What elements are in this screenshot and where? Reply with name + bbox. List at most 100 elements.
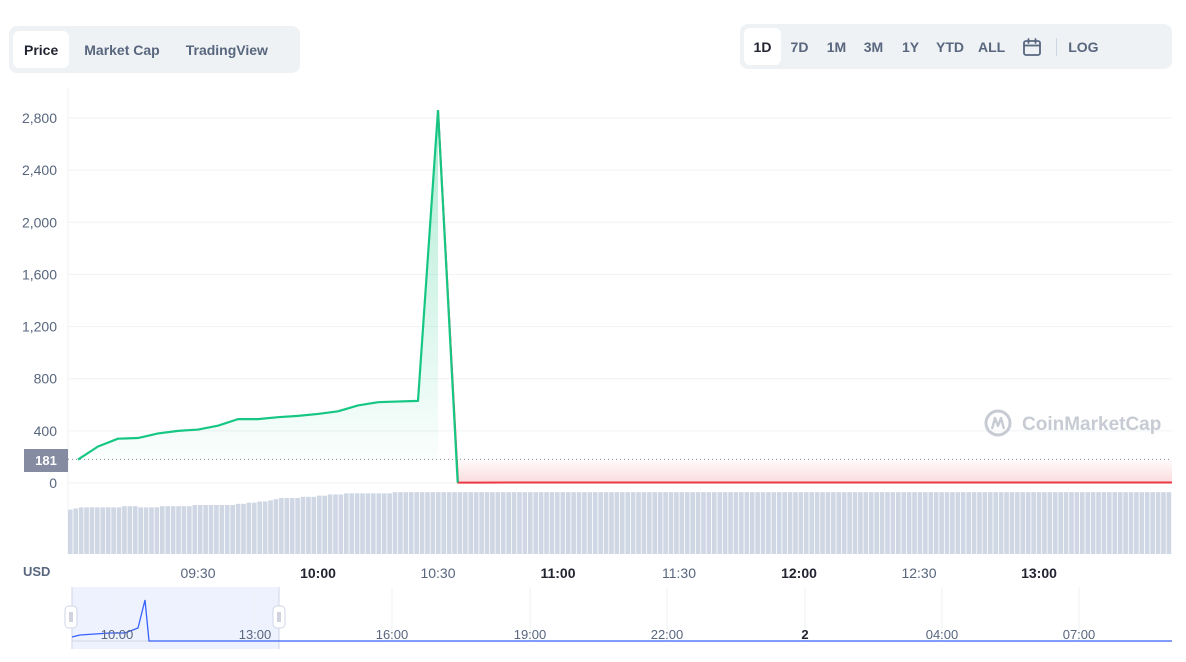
x-tick-label: 10:00: [300, 565, 336, 581]
volume-bar: [306, 496, 311, 554]
tab-market-cap[interactable]: Market Cap: [84, 41, 160, 58]
volume-bar: [73, 508, 79, 554]
volume-bar: [917, 492, 923, 554]
volume-bar: [143, 507, 149, 554]
range-navigator[interactable]: 10:00 13:00 16:00 19:00 22:00 2 04:00 07:00: [64, 587, 1172, 649]
volume-bar: [966, 492, 971, 554]
log-scale-toggle[interactable]: LOG: [1068, 38, 1099, 55]
range-1m-button[interactable]: 1M: [826, 38, 847, 55]
volume-bar: [100, 507, 106, 554]
volume-bar: [1085, 492, 1091, 554]
range-all-button[interactable]: ALL: [978, 38, 1006, 55]
volume-bar: [744, 492, 750, 554]
calendar-button[interactable]: [1012, 28, 1052, 65]
volume-bar: [241, 503, 246, 554]
volume-bar: [170, 506, 176, 554]
volume-bar: [928, 492, 934, 554]
volume-bar: [1096, 492, 1101, 554]
volume-bar: [641, 492, 647, 554]
volume-bar: [885, 492, 890, 554]
volume-bar: [614, 492, 620, 554]
tab-tradingview[interactable]: TradingView: [185, 41, 268, 58]
volume-bar: [1139, 492, 1145, 554]
tab-price[interactable]: Price: [13, 31, 70, 68]
volume-bar: [630, 492, 636, 554]
volume-bar: [852, 492, 858, 554]
volume-bar: [116, 507, 122, 554]
volume-bar: [933, 492, 939, 554]
navigator-tick-label: 04:00: [926, 627, 959, 642]
volume-bar: [398, 492, 403, 554]
navigator-selection[interactable]: [72, 587, 279, 649]
y-axis: 0 400 800 1,200 1,600 2,000 2,400 2,800: [22, 110, 57, 491]
volume-bar: [365, 493, 371, 554]
volume-bar: [896, 492, 901, 554]
range-ytd-button[interactable]: YTD: [936, 38, 964, 55]
volume-bar: [890, 492, 896, 554]
volume-bars: [68, 492, 1172, 554]
price-line-down: [437, 110, 1172, 484]
volume-bar: [1058, 492, 1063, 554]
volume-bar: [333, 494, 338, 554]
volume-bar: [197, 505, 203, 554]
navigator-left-handle[interactable]: [64, 605, 78, 629]
volume-bar: [436, 492, 441, 554]
volume-bar: [132, 506, 138, 554]
volume-bar: [771, 492, 777, 554]
volume-bar: [1025, 492, 1031, 554]
volume-bar: [868, 492, 874, 554]
volume-bar: [1009, 492, 1015, 554]
range-1y-button[interactable]: 1Y: [901, 38, 920, 55]
range-7d-button[interactable]: 7D: [790, 38, 809, 55]
volume-bar: [695, 492, 701, 554]
volume-bar: [717, 492, 723, 554]
volume-bar: [555, 492, 560, 554]
chart-type-tabs: Price Market Cap TradingView: [9, 26, 300, 73]
volume-bar: [776, 492, 782, 554]
range-1d-button[interactable]: 1D: [744, 28, 781, 65]
volume-bar: [371, 493, 376, 554]
volume-bar: [798, 492, 804, 554]
volume-bar: [749, 492, 755, 554]
volume-bar: [500, 492, 506, 554]
volume-bar: [122, 506, 127, 554]
volume-bar: [722, 492, 728, 554]
volume-bar: [1123, 492, 1128, 554]
volume-bar: [836, 492, 842, 554]
volume-bar: [235, 503, 241, 554]
volume-bar: [1020, 492, 1026, 554]
volume-bar: [950, 492, 955, 554]
volume-bar: [841, 492, 847, 554]
volume-bar: [1144, 492, 1150, 554]
volume-bar: [387, 493, 392, 554]
volume-bar: [89, 507, 95, 554]
volume-bar: [787, 492, 793, 554]
volume-bar: [284, 498, 290, 554]
volume-bar: [403, 492, 409, 554]
x-tick-label: 09:30: [180, 565, 215, 581]
navigator-tick-label: 13:00: [239, 627, 272, 642]
volume-bar: [468, 492, 474, 554]
volume-bar: [511, 492, 517, 554]
volume-bar: [674, 492, 679, 554]
range-3m-button[interactable]: 3M: [863, 38, 884, 55]
volume-bar: [327, 494, 333, 554]
range-divider: [1056, 37, 1058, 56]
volume-bar: [609, 492, 614, 554]
volume-bar: [706, 492, 712, 554]
current-price-label: 181: [35, 453, 57, 468]
volume-bar: [214, 505, 219, 554]
volume-bar: [592, 492, 598, 554]
volume-bar: [224, 505, 230, 554]
volume-bar: [766, 492, 771, 554]
volume-bar: [95, 507, 100, 554]
navigator-right-handle[interactable]: [272, 605, 286, 629]
grid-lines: [67, 88, 1172, 554]
volume-bar: [663, 492, 668, 554]
y-tick-label: 2,400: [22, 162, 57, 178]
volume-bar: [814, 492, 820, 554]
volume-bar: [78, 507, 84, 554]
x-tick-label: 13:00: [1021, 565, 1057, 581]
navigator-tick-label: 19:00: [514, 627, 547, 642]
